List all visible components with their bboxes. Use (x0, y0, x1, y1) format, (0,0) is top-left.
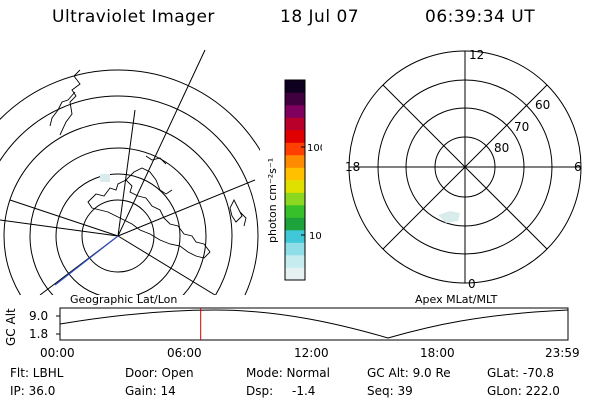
colorbar-cell (285, 217, 305, 231)
colorbar-cell (285, 267, 305, 281)
seq-info: Seq: 39 (367, 384, 413, 398)
time-tick-1200: 12:00 (294, 346, 329, 360)
colorbar-cell (285, 80, 305, 93)
magnetic-panel-label: Apex MLat/MLT (415, 293, 498, 306)
alt-tick-1-8: 1.8 (29, 327, 48, 341)
mlt-label-0: 0 (468, 277, 476, 291)
time-tick-1800: 18:00 (420, 346, 455, 360)
glon-info: GLon: 222.0 (487, 384, 560, 398)
colorbar-tick-100: 100 (307, 143, 322, 154)
ground-track-line (54, 235, 119, 286)
altitude-plot: 9.0 1.8 GC Alt 00:00 06:00 12:00 18:00 2… (4, 307, 580, 360)
colorbar-cell (285, 255, 305, 268)
colorbar-cell (285, 167, 305, 181)
glat-info: GLat: -70.8 (487, 366, 554, 380)
alt-axis-label: GC Alt (4, 308, 18, 346)
colorbar-unit-label: photon cm⁻²s⁻¹ (266, 158, 279, 243)
altitude-curve (59, 309, 569, 339)
colorbar-cell (285, 92, 305, 106)
time-tick-2359: 23:59 (545, 346, 580, 360)
colorbar-cell (285, 142, 305, 156)
colorbar-cell (285, 230, 305, 243)
filter-info: Flt: LBHL (10, 366, 64, 380)
colorbar: 100 10 photon cm⁻²s⁻¹ (266, 79, 322, 281)
colorbar-cell (285, 242, 305, 256)
mlt-label-6: 6 (574, 160, 582, 174)
longitude-lines (0, 49, 256, 295)
door-info: Door: Open (125, 366, 194, 380)
geographic-map (0, 49, 260, 295)
mlt-label-12: 12 (469, 48, 484, 62)
instrument-title: Ultraviolet Imager (52, 7, 215, 27)
colorbar-cell (285, 192, 305, 206)
colorbar-cell (285, 105, 305, 118)
lat-label-80: 80 (494, 141, 509, 155)
gain-info: Gain: 14 (125, 384, 176, 398)
geographic-panel-label: Geographic Lat/Lon (70, 293, 178, 306)
aurora-oval-emission (438, 211, 460, 223)
gc-alt-info: GC Alt: 9.0 Re (367, 366, 451, 380)
mlt-label-18: 18 (345, 160, 360, 174)
colorbar-cell (285, 180, 305, 193)
magnetic-polar-plot: 12 18 6 0 60 70 80 (345, 48, 582, 291)
dsp-label: Dsp: (246, 384, 274, 398)
dsp-value: -1.4 (292, 384, 316, 398)
colorbar-cell (285, 205, 305, 218)
time-tick-0000: 00:00 (40, 346, 75, 360)
aurora-emission (100, 174, 110, 182)
ip-info: IP: 36.0 (10, 384, 56, 398)
colorbar-cell (285, 117, 305, 131)
colorbar-cell (285, 130, 305, 143)
latitude-circles (0, 69, 260, 295)
colorbar-cell (285, 155, 305, 168)
coastlines (49, 69, 247, 259)
lat-label-70: 70 (514, 120, 529, 134)
mode-info: Mode: Normal (246, 366, 330, 380)
colorbar-tick-10: 10 (309, 231, 322, 242)
time-tick-0600: 06:00 (167, 346, 202, 360)
alt-tick-9: 9.0 (29, 309, 48, 323)
lat-label-60: 60 (535, 98, 550, 112)
time-label: 06:39:34 UT (425, 7, 536, 27)
date-label: 18 Jul 07 (280, 7, 360, 27)
